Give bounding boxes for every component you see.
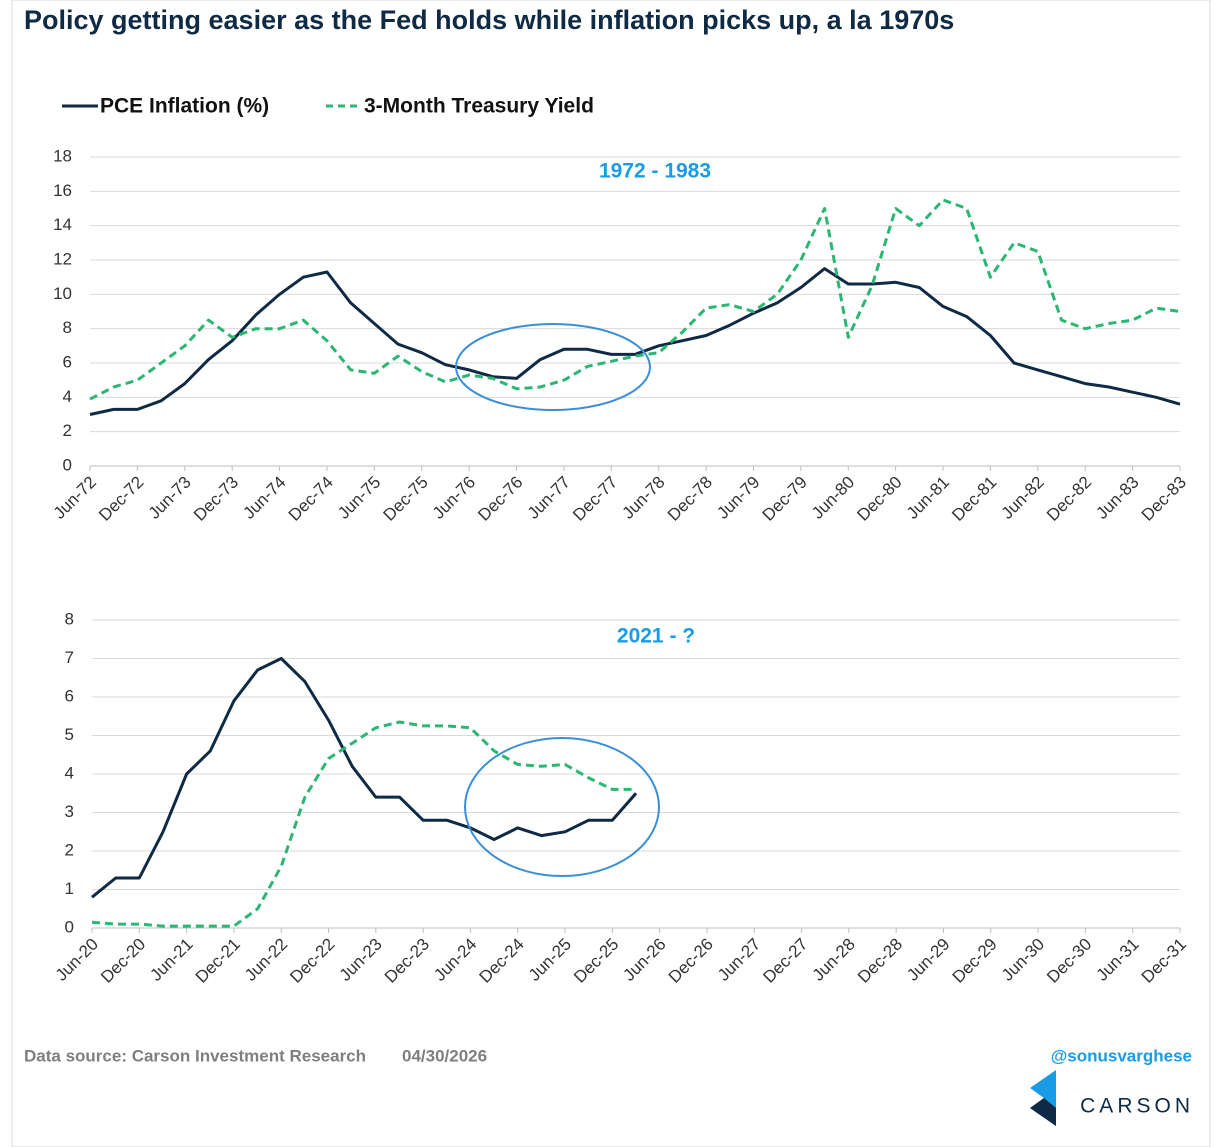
y-tick-label: 0 bbox=[63, 455, 72, 474]
y-tick-label: 6 bbox=[63, 352, 72, 371]
highlight-circle bbox=[464, 737, 660, 877]
logo-text: CARSON bbox=[1080, 1095, 1194, 1118]
y-tick-label: 18 bbox=[53, 146, 72, 165]
y-tick-label: 12 bbox=[53, 249, 72, 268]
series-line bbox=[91, 720, 636, 928]
y-tick-label: 2 bbox=[63, 421, 72, 440]
y-tick-label: 6 bbox=[65, 686, 74, 705]
y-tick-label: 10 bbox=[53, 284, 72, 303]
series-line bbox=[89, 198, 1181, 401]
y-tick-label: 7 bbox=[65, 648, 74, 667]
y-tick-label: 3 bbox=[65, 802, 74, 821]
y-tick-label: 14 bbox=[53, 215, 72, 234]
series-line bbox=[89, 267, 1181, 416]
highlight-circle bbox=[455, 323, 651, 411]
y-tick-label: 4 bbox=[65, 763, 74, 782]
y-tick-label: 4 bbox=[63, 387, 72, 406]
y-tick-label: 0 bbox=[65, 917, 74, 936]
logo-mark bbox=[1030, 1098, 1056, 1126]
handle: @sonusvarghese bbox=[1051, 1046, 1192, 1065]
frame bbox=[11, 0, 1211, 1147]
legend-label: PCE Inflation (%) bbox=[100, 95, 269, 118]
chart-title: Policy getting easier as the Fed holds w… bbox=[24, 5, 954, 35]
y-tick-label: 5 bbox=[65, 725, 74, 744]
date-note: 04/30/2026 bbox=[402, 1046, 487, 1065]
y-tick-label: 8 bbox=[65, 609, 74, 628]
y-tick-label: 1 bbox=[65, 879, 74, 898]
legend-label: 3-Month Treasury Yield bbox=[364, 95, 594, 118]
y-tick-label: 8 bbox=[63, 318, 72, 337]
y-tick-label: 16 bbox=[53, 181, 72, 200]
series-line bbox=[91, 657, 638, 899]
subtitle: 2021 - ? bbox=[617, 625, 695, 648]
source-note: Data source: Carson Investment Research bbox=[24, 1046, 366, 1065]
y-tick-label: 2 bbox=[65, 840, 74, 859]
subtitle: 1972 - 1983 bbox=[599, 160, 711, 183]
